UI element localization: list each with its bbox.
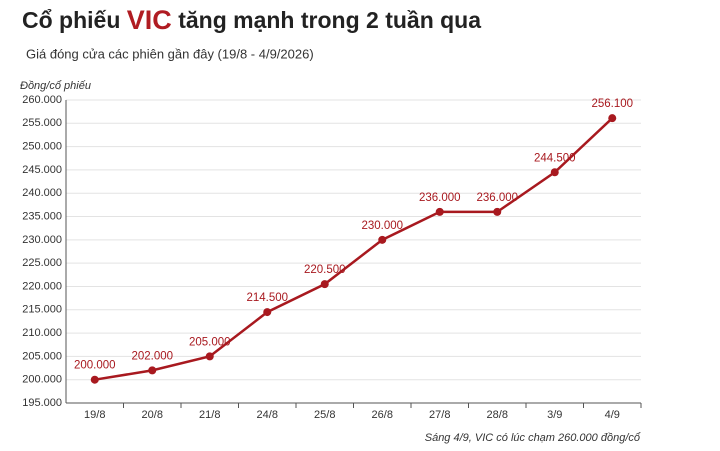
y-tick-label: 200.000 — [22, 374, 62, 386]
x-tick-label: 3/9 — [547, 409, 562, 421]
y-tick-label: 255.000 — [22, 117, 62, 129]
title-highlight: VIC — [127, 5, 172, 35]
x-tick-label: 20/8 — [142, 409, 163, 421]
y-tick-label: 230.000 — [22, 234, 62, 246]
data-label: 230.000 — [361, 220, 403, 232]
y-tick-label: 240.000 — [22, 187, 62, 199]
x-tick-label: 19/8 — [84, 409, 105, 421]
note: Sáng 4/9, VIC có lúc chạm 260.000 đồng/c… — [425, 432, 641, 444]
y-tick-label: 210.000 — [22, 327, 62, 339]
chart-title: Cổ phiếu VIC tăng mạnh trong 2 tuần qua — [22, 5, 481, 35]
point — [90, 375, 99, 384]
title-part: tăng mạnh trong 2 tuần qua — [178, 7, 481, 33]
x-tick-label: 28/8 — [487, 409, 508, 421]
point — [320, 280, 329, 289]
line — [94, 117, 614, 381]
y-axis-label: Đồng/cổ phiếu — [20, 80, 91, 92]
y-tick-label: 245.000 — [22, 164, 62, 176]
x-tick-label: 25/8 — [314, 409, 335, 421]
y-tick-label: 195.000 — [22, 397, 62, 409]
point — [148, 366, 157, 375]
title-part: Cổ phiếu — [22, 7, 120, 33]
point — [608, 114, 617, 123]
y-tick-label: 235.000 — [22, 210, 62, 222]
point — [378, 235, 387, 244]
x-tick-label: 24/8 — [257, 409, 278, 421]
data-label: 236.000 — [476, 192, 518, 204]
data-label: 256.100 — [591, 98, 633, 110]
x-tick-label: 4/9 — [605, 409, 620, 421]
data-label: 200.000 — [74, 360, 116, 372]
x-tick-label: 27/8 — [429, 409, 450, 421]
data-label: 220.500 — [304, 264, 346, 276]
y-tick-label: 205.000 — [22, 350, 62, 362]
data-label: 205.000 — [189, 336, 231, 348]
data-label: 236.000 — [419, 192, 461, 204]
y-tick-label: 260.000 — [22, 94, 62, 106]
point — [435, 207, 444, 216]
data-label: 202.000 — [131, 350, 173, 362]
point — [493, 207, 502, 216]
point — [550, 168, 559, 177]
point — [263, 308, 272, 317]
subtitle: Giá đóng cửa các phiên gần đây (19/8 - 4… — [26, 46, 314, 61]
x-tick-label: 21/8 — [199, 409, 220, 421]
point — [205, 352, 214, 361]
x-tick-label: 26/8 — [372, 409, 393, 421]
data-label: 214.500 — [246, 292, 288, 304]
y-tick-label: 250.000 — [22, 141, 62, 153]
y-tick-label: 225.000 — [22, 257, 62, 269]
y-tick-label: 220.000 — [22, 280, 62, 292]
y-tick-label: 215.000 — [22, 304, 62, 316]
data-label: 244.500 — [534, 152, 576, 164]
